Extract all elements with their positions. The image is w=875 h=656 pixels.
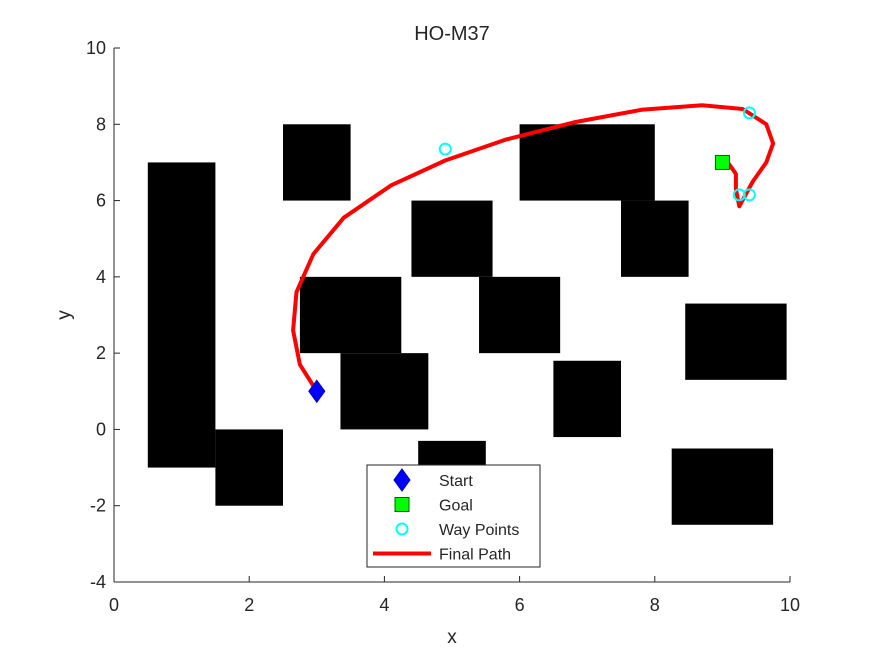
legend-goal-swatch [394,497,410,512]
x-axis-label: x [447,627,457,648]
y-tick-label: -2 [90,496,106,516]
obstacles-layer [147,124,787,525]
final-path-line [291,103,776,394]
y-tick-label: -4 [90,572,106,592]
legend: Start Goal Way Points Final Path [366,464,541,568]
x-tick-label: 8 [650,595,660,615]
obstacle-7 [411,200,493,277]
y-tick-label: 0 [96,419,106,439]
obstacle-2 [215,429,283,506]
y-tick-label: 10 [86,38,106,58]
obstacle-5 [340,353,429,430]
y-tick-label: 2 [96,343,106,363]
y-tick-label: 6 [96,191,106,211]
way-points-marker-1 [438,142,452,156]
legend-entry-start: Start [439,473,473,490]
y-tick-label: 8 [96,114,106,134]
legend-way-points-swatch [395,522,409,536]
way-points-marker-2 [742,106,756,120]
obstacle-13 [671,448,774,525]
obstacle-4 [299,276,402,354]
obstacle-10 [621,200,689,277]
series-layer [291,103,776,404]
goal-marker-1 [714,154,730,170]
legend-start-swatch [393,468,411,492]
x-tick-label: 2 [244,595,254,615]
chart-title: HO-M37 [414,23,490,45]
x-tick-label: 6 [515,595,525,615]
obstacle-12 [685,303,787,380]
legend-entry-final-path: Final Path [439,547,511,564]
axes-layer: 0 2 4 6 8 10 -4 -2 0 2 4 6 8 10 [86,38,800,615]
y-axis-label: y [54,310,75,320]
obstacle-8 [479,276,561,354]
legend-entry-goal: Goal [439,498,473,515]
y-tick-label: 4 [96,267,106,287]
start-marker-1 [308,379,326,404]
x-tick-label: 4 [379,595,389,615]
obstacle-3 [283,124,351,201]
legend-entry-way-points: Way Points [439,522,519,539]
way-points-marker-4 [742,188,756,202]
x-tick-label: 0 [109,595,119,615]
x-tick-label: 10 [780,595,800,615]
obstacle-1 [147,162,216,468]
obstacle-11 [553,360,621,438]
obstacle-9 [519,124,655,201]
